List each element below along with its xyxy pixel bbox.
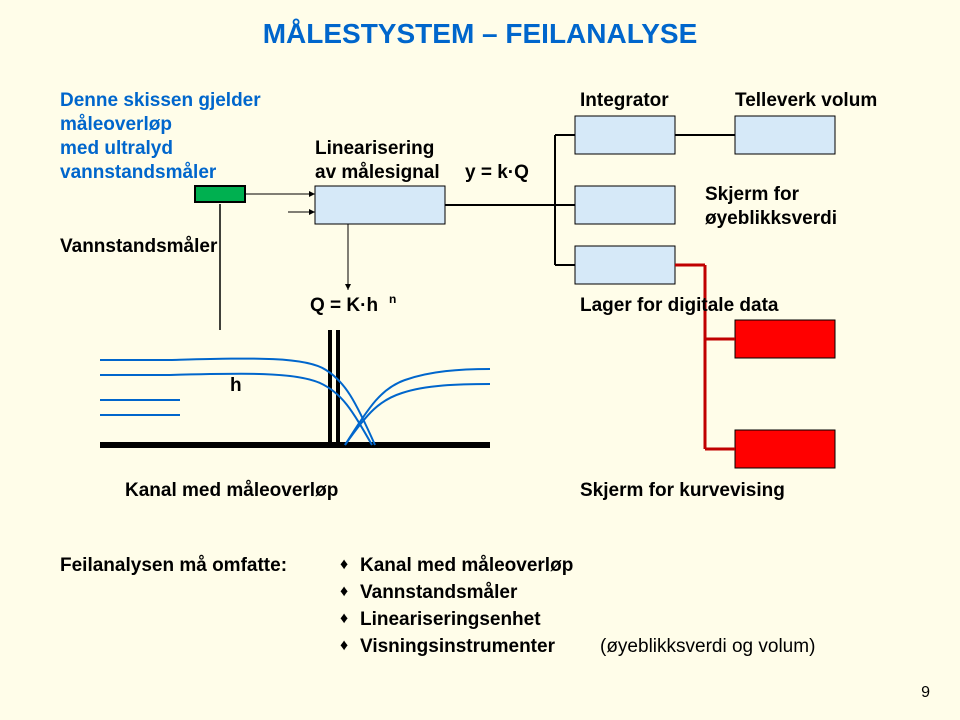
box-kurve [735,430,835,468]
label-skissen2: måleoverløp [60,114,172,136]
box-televerk [735,116,835,154]
bullet-diamond-icon: ♦ [340,610,348,628]
label-feilanalysen: Feilanalysen må omfatte: [60,555,287,577]
label-linearisering2: av målesignal [315,162,440,184]
bullet-label-2: Vannstandsmåler [360,582,517,604]
bullet-label-1: Kanal med måleoverløp [360,555,573,577]
box-integrator [575,116,675,154]
bullet-diamond-icon: ♦ [340,637,348,655]
box-linearizer [315,186,445,224]
bullet-label-4-paren: (øyeblikksverdi og volum) [600,636,815,658]
label-qkh-sup: n [389,292,396,306]
label-h: h [230,375,242,397]
label-integrator: Integrator [580,90,669,112]
label-skjerm2: øyeblikksverdi [705,208,837,230]
diagram-page: MÅLESTYSTEM – FEILANALYSE Denne skissen … [0,0,960,720]
box-skjerm [575,186,675,224]
label-ykq: y = k·Q [465,162,529,184]
label-lager: Lager for digitale data [580,295,778,317]
bullet-label-3: Lineariseringsenhet [360,609,541,631]
label-skissen4: vannstandsmåler [60,162,216,184]
label-televerk: Telleverk volum [735,90,877,112]
box-lager [735,320,835,358]
label-vannstandsmaler: Vannstandsmåler [60,236,217,258]
bullet-diamond-icon: ♦ [340,583,348,601]
page-number: 9 [921,684,930,702]
curve-water [345,369,490,445]
box-splitter [575,246,675,284]
bullet-label-4: Visningsinstrumenter [360,636,555,658]
label-qkh: Q = K·h [310,295,378,317]
box-green_sensor [195,186,245,202]
label-linearisering1: Linearisering [315,138,434,160]
label-kanal: Kanal med måleoverløp [125,480,338,502]
label-skissen1: Denne skissen gjelder [60,90,261,112]
label-skjermkurve: Skjerm for kurvevising [580,480,785,502]
bullet-diamond-icon: ♦ [340,556,348,574]
label-skissen3: med ultralyd [60,138,173,160]
label-skjerm1: Skjerm for [705,184,799,206]
